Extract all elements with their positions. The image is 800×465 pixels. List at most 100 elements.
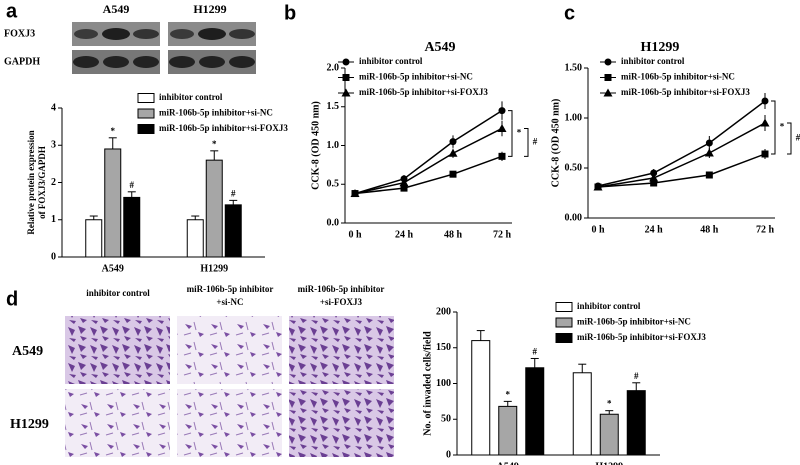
- legend-label: miR-106b-5p inhibitor+si-NC: [621, 72, 735, 82]
- point: [761, 97, 769, 105]
- point: [399, 178, 409, 187]
- chart-title: H1299: [641, 40, 680, 55]
- bar: [123, 196, 141, 258]
- point: [593, 182, 603, 191]
- legend-marker: [342, 74, 350, 81]
- x-tick-label: 48 h: [444, 229, 463, 240]
- y-tick-label: 1.00: [565, 112, 583, 123]
- x-tick-label: H1299: [200, 263, 228, 274]
- bar: [525, 367, 545, 456]
- legend-swatch: [555, 317, 573, 328]
- y-tick-label: 1.50: [565, 62, 583, 73]
- legend-marker: [603, 88, 613, 97]
- legend-label: miR-106b-5p inhibitor+si-NC: [577, 317, 691, 327]
- legend-label: miR-106b-5p inhibitor+si-FOXJ3: [577, 332, 706, 342]
- x-tick-label: 0 h: [348, 229, 362, 240]
- micro-column: +si-FOXJ3: [320, 297, 363, 307]
- point: [449, 170, 457, 178]
- y-tick-label: 4: [51, 102, 56, 113]
- chart-title: A549: [424, 40, 455, 55]
- significance: *: [212, 139, 217, 149]
- y-axis-label: of FOXJ3/GAPDH: [37, 146, 47, 219]
- bar: [626, 390, 646, 456]
- legend-marker: [604, 58, 612, 66]
- bracket: [524, 127, 529, 157]
- point: [497, 123, 507, 132]
- blot-row: GAPDH: [4, 56, 40, 67]
- y-tick-label: 2: [51, 177, 56, 188]
- x-tick-label: 24 h: [395, 229, 414, 240]
- point: [498, 107, 506, 115]
- bracket: [771, 100, 776, 155]
- y-axis-label: CCK-8 (OD 450 nm): [310, 101, 321, 190]
- point: [649, 173, 659, 182]
- series-line: [597, 153, 766, 188]
- bar: [104, 148, 122, 258]
- y-tick-label: 50: [441, 414, 451, 425]
- point: [761, 150, 769, 158]
- x-tick-label: 0 h: [591, 224, 605, 235]
- point: [704, 148, 714, 157]
- x-tick-label: 72 h: [756, 224, 775, 235]
- significance: #: [130, 180, 135, 190]
- significance: *: [111, 126, 116, 136]
- significance: #: [533, 136, 538, 146]
- x-tick-label: 72 h: [493, 229, 512, 240]
- significance: *: [780, 122, 785, 132]
- panel-label: d: [6, 288, 18, 310]
- significance: #: [796, 133, 800, 143]
- series-line: [597, 100, 766, 187]
- y-tick-label: 100: [436, 378, 451, 389]
- significance: #: [533, 347, 538, 357]
- legend-marker: [341, 88, 351, 97]
- panel-label: c: [564, 2, 575, 24]
- y-axis-label: No. of invaded cells/field: [422, 331, 433, 436]
- point: [705, 171, 713, 179]
- significance: #: [231, 188, 236, 198]
- point: [350, 189, 360, 198]
- series-line: [354, 127, 503, 195]
- legend-label: miR-106b-5p inhibitor+si-FOXJ3: [621, 87, 750, 97]
- x-tick-label: A549: [102, 263, 124, 274]
- micro-column: +si-NC: [216, 297, 243, 307]
- x-tick-label: 48 h: [700, 224, 719, 235]
- blot-column: H1299: [193, 2, 226, 16]
- y-tick-label: 0: [51, 251, 56, 262]
- y-tick-label: 1: [51, 214, 56, 225]
- blot-row: FOXJ3: [4, 28, 35, 39]
- significance: *: [506, 389, 511, 399]
- y-tick-label: 150: [436, 342, 451, 353]
- point: [498, 152, 506, 160]
- y-tick-label: 2.0: [327, 62, 340, 73]
- series-line: [354, 155, 503, 195]
- y-tick-label: 0.0: [327, 217, 340, 228]
- legend-label: inhibitor control: [359, 56, 423, 66]
- point: [650, 179, 658, 187]
- bar: [205, 159, 223, 258]
- legend-swatch: [555, 333, 573, 343]
- legend-marker: [604, 74, 612, 81]
- significance: *: [517, 128, 522, 138]
- series-line: [354, 109, 503, 195]
- legend-label: inhibitor control: [621, 56, 685, 66]
- micro-column: inhibitor control: [86, 288, 150, 298]
- legend-swatch: [137, 108, 155, 119]
- legend-label: inhibitor control: [159, 92, 223, 102]
- legend-label: inhibitor control: [577, 301, 641, 311]
- micro-row: A549: [12, 344, 43, 359]
- y-axis-label: Relative protein expression: [26, 130, 36, 234]
- bar: [224, 204, 242, 258]
- bar: [85, 219, 103, 258]
- y-tick-label: 3: [51, 140, 56, 151]
- point: [760, 118, 770, 127]
- y-axis-label: CCK-8 (OD 450 nm): [550, 99, 561, 188]
- x-tick-label: H1299: [595, 461, 623, 465]
- y-tick-label: 0: [446, 449, 451, 460]
- point: [705, 139, 713, 147]
- bar: [498, 405, 518, 456]
- panel-label: b: [284, 2, 296, 24]
- legend-marker: [342, 58, 350, 66]
- point: [449, 138, 457, 146]
- micro-column: miR-106b-5p inhibitor: [298, 284, 385, 294]
